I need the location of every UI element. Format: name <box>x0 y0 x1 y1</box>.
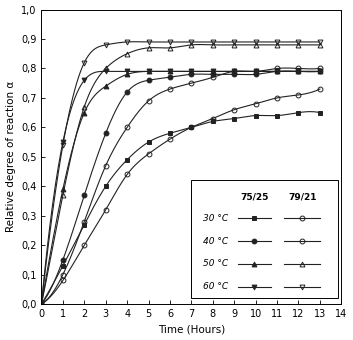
FancyBboxPatch shape <box>191 180 338 298</box>
Text: 40 °C: 40 °C <box>203 237 228 245</box>
Text: 79/21: 79/21 <box>288 192 317 201</box>
Y-axis label: Relative degree of reaction α: Relative degree of reaction α <box>6 81 16 233</box>
Text: 75/25: 75/25 <box>240 192 269 201</box>
X-axis label: Time (Hours): Time (Hours) <box>158 324 225 335</box>
Text: 60 °C: 60 °C <box>203 282 228 291</box>
Text: 50 °C: 50 °C <box>203 259 228 268</box>
Text: 30 °C: 30 °C <box>203 214 228 223</box>
